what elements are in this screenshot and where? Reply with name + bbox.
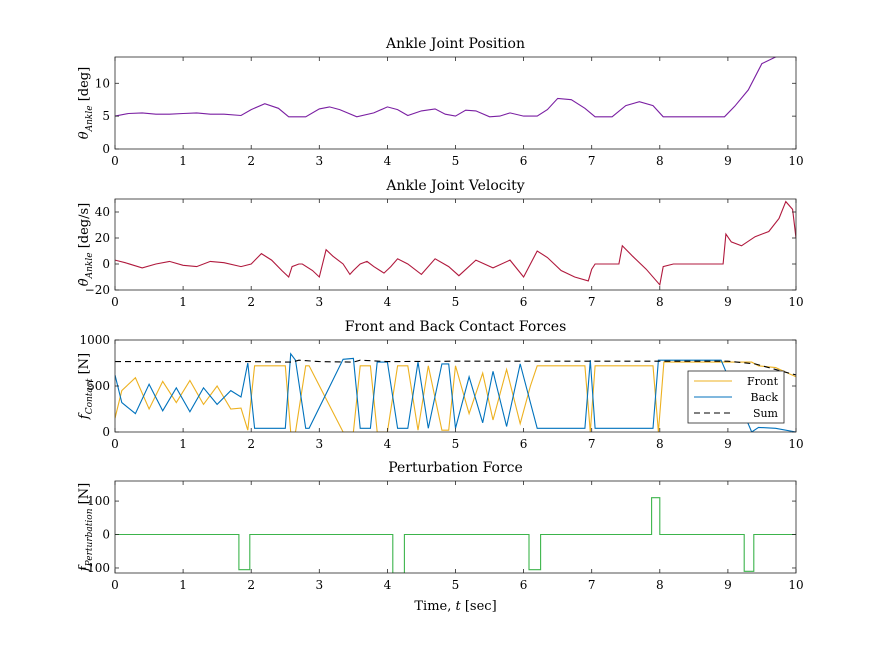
x-tick-label: 8 bbox=[656, 437, 664, 451]
x-tick-label: 10 bbox=[788, 154, 803, 168]
x-tick-label: 0 bbox=[111, 578, 119, 592]
y-tick-label: 0 bbox=[102, 425, 110, 439]
chart-panel-3: Front and Back Contact Forces 0 1 2 3 4 5 6 7 8 9 1… bbox=[77, 319, 804, 451]
y-tick-label: 0 bbox=[102, 257, 110, 271]
legend-label-sum: Sum bbox=[753, 407, 779, 420]
x-tick-label: 0 bbox=[111, 437, 119, 451]
x-tick-label: 2 bbox=[247, 154, 255, 168]
x-tick-label: 1 bbox=[179, 437, 187, 451]
x-tick-label: 9 bbox=[724, 578, 732, 592]
x-axis-label: Time, t [sec] bbox=[414, 599, 496, 614]
y-tick-label: −100 bbox=[77, 561, 110, 575]
x-tick-label: 0 bbox=[111, 154, 119, 168]
x-tick-label: 6 bbox=[520, 154, 528, 168]
plot-box bbox=[114, 56, 797, 150]
x-tick-label: 2 bbox=[247, 295, 255, 309]
x-tick-label: 4 bbox=[384, 578, 392, 592]
series-line-front bbox=[115, 361, 796, 432]
y-tick-label: 5 bbox=[102, 109, 110, 123]
x-tick-label: 4 bbox=[384, 295, 392, 309]
y-tick-label: −20 bbox=[85, 283, 110, 297]
x-tick-label: 4 bbox=[384, 437, 392, 451]
y-tick-label: 10 bbox=[95, 76, 110, 90]
x-tick-label: 7 bbox=[588, 154, 596, 168]
x-tick-label: 5 bbox=[452, 437, 460, 451]
chart-title: Ankle Joint Velocity bbox=[385, 178, 524, 194]
y-axis-label: fContact [N] bbox=[77, 353, 95, 420]
y-axis-label: θ̇Ankle [deg/s] bbox=[77, 203, 95, 286]
x-tick-label: 1 bbox=[179, 578, 187, 592]
plot-box bbox=[114, 480, 797, 574]
x-tick-label: 9 bbox=[724, 154, 732, 168]
x-tick-label: 4 bbox=[384, 154, 392, 168]
plot-box bbox=[114, 198, 797, 291]
y-tick-label: 0 bbox=[102, 142, 110, 156]
x-tick-label: 8 bbox=[656, 154, 664, 168]
x-tick-label: 3 bbox=[315, 437, 323, 451]
series-line-back bbox=[115, 352, 796, 432]
x-tick-label: 7 bbox=[588, 295, 596, 309]
chart-title: Ankle Joint Position bbox=[385, 36, 525, 52]
x-tick-label: 7 bbox=[588, 578, 596, 592]
y-tick-label: 1000 bbox=[79, 333, 110, 347]
x-tick-label: 3 bbox=[315, 578, 323, 592]
x-tick-label: 8 bbox=[656, 295, 664, 309]
x-tick-label: 2 bbox=[247, 578, 255, 592]
x-tick-label: 1 bbox=[179, 295, 187, 309]
y-axis-label: θAnkle [deg] bbox=[77, 67, 95, 139]
series-line-1 bbox=[115, 200, 796, 287]
series-line-1 bbox=[115, 497, 796, 573]
y-tick-label: 40 bbox=[95, 205, 110, 219]
x-tick-label: 1 bbox=[179, 154, 187, 168]
x-tick-label: 6 bbox=[520, 437, 528, 451]
x-tick-label: 7 bbox=[588, 437, 596, 451]
legend: Front Back Sum bbox=[687, 370, 785, 424]
y-tick-label: 0 bbox=[102, 528, 110, 542]
x-tick-label: 3 bbox=[315, 154, 323, 168]
y-tick-label: 100 bbox=[87, 494, 110, 508]
x-tick-label: 0 bbox=[111, 295, 119, 309]
legend-label-front: Front bbox=[747, 375, 779, 388]
x-tick-label: 5 bbox=[452, 295, 460, 309]
x-tick-label: 9 bbox=[724, 295, 732, 309]
x-tick-label: 6 bbox=[520, 578, 528, 592]
x-tick-label: 5 bbox=[452, 154, 460, 168]
x-tick-label: 10 bbox=[788, 437, 803, 451]
x-tick-label: 8 bbox=[656, 578, 664, 592]
x-tick-label: 9 bbox=[724, 437, 732, 451]
x-tick-label: 10 bbox=[788, 295, 803, 309]
x-tick-label: 3 bbox=[315, 295, 323, 309]
x-tick-label: 10 bbox=[788, 578, 803, 592]
y-tick-label: 20 bbox=[95, 231, 110, 245]
x-tick-label: 2 bbox=[247, 437, 255, 451]
chart-title: Front and Back Contact Forces bbox=[345, 319, 567, 335]
legend-label-back: Back bbox=[751, 391, 779, 404]
series-line-1 bbox=[115, 57, 777, 118]
chart-title: Perturbation Force bbox=[388, 460, 523, 476]
y-tick-label: 500 bbox=[87, 379, 110, 393]
x-tick-label: 5 bbox=[452, 578, 460, 592]
y-axis-label: fPerturbation [N] bbox=[77, 483, 95, 572]
x-tick-label: 6 bbox=[520, 295, 528, 309]
